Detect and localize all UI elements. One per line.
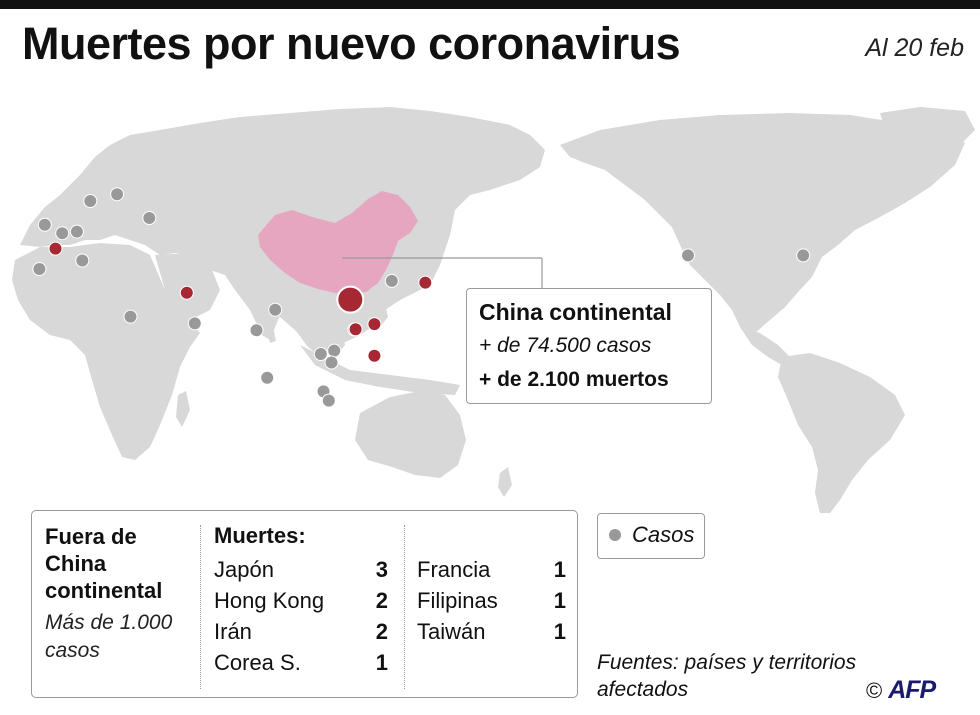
death-count: 1 xyxy=(553,588,566,613)
china-callout-deaths: + de 2.100 muertos xyxy=(479,368,669,391)
land-southeast-asia xyxy=(300,295,345,357)
death-country: Hong Kong xyxy=(214,588,325,613)
marker-case-italy xyxy=(75,253,90,268)
marker-case-belgium xyxy=(55,226,70,241)
death-count: 2 xyxy=(375,619,388,644)
land-masses xyxy=(12,107,975,513)
death-count: 2 xyxy=(375,588,388,613)
marker-case-sweden xyxy=(83,194,98,208)
land-central-america xyxy=(740,327,790,365)
marker-case-south-korea xyxy=(384,273,399,288)
column-divider-1 xyxy=(200,525,201,689)
death-count: 1 xyxy=(375,650,388,675)
land-sri-lanka xyxy=(268,331,276,343)
legend-cases-label: Casos xyxy=(632,522,695,547)
death-row-france: Francia 1 xyxy=(417,555,566,585)
marker-death-philippines xyxy=(367,348,382,363)
china-mainland-region xyxy=(258,191,418,295)
marker-case-united-states xyxy=(681,248,695,263)
legend: Casos xyxy=(597,513,705,559)
death-country: Filipinas xyxy=(417,588,498,613)
chart-title: Muertes por nuevo coronavirus xyxy=(22,18,681,69)
china-callout-title: China continental xyxy=(479,299,672,325)
death-row-taiwan: Taiwán 1 xyxy=(417,617,566,647)
marker-case-vietnam xyxy=(327,343,342,358)
land-madagascar xyxy=(176,391,190,427)
outside-heading: Fuera de China continental xyxy=(45,524,163,603)
death-count: 1 xyxy=(553,619,566,644)
marker-case-india xyxy=(249,323,264,338)
death-country: Japón xyxy=(214,557,274,582)
land-australia xyxy=(355,391,466,478)
marker-case-cambodia xyxy=(324,355,339,370)
afp-logo-text: AFP xyxy=(888,676,936,704)
china-callout-cases: + de 74.500 casos xyxy=(479,334,652,357)
marker-case-finland xyxy=(110,187,125,202)
marker-death-france xyxy=(48,241,63,256)
death-count: 3 xyxy=(375,557,388,582)
afp-logo: © AFP xyxy=(866,676,936,705)
marker-death-taiwan xyxy=(367,317,382,332)
china-shape xyxy=(258,191,418,295)
outside-subheading: Más de 1.000 casos xyxy=(45,611,173,662)
map-markers xyxy=(32,187,811,515)
death-country: Irán xyxy=(214,619,252,644)
world-map xyxy=(12,107,975,515)
death-country: Francia xyxy=(417,557,491,582)
death-row-japan: Japón 3 xyxy=(214,555,388,585)
marker-case-singapore xyxy=(321,393,336,408)
marker-case-germany xyxy=(69,224,84,239)
marker-case-canada xyxy=(796,248,811,263)
land-new-zealand xyxy=(498,467,512,497)
copyright-symbol: © xyxy=(866,677,883,703)
marker-case-russia xyxy=(142,211,157,225)
marker-case-egypt xyxy=(123,309,138,324)
land-south-america xyxy=(778,353,905,513)
china-callout-box: China continental + de 74.500 casos + de… xyxy=(466,288,712,404)
land-greenland xyxy=(880,107,975,157)
column-divider-2 xyxy=(404,525,405,689)
marker-death-iran xyxy=(179,285,194,300)
marker-death-japan xyxy=(418,275,433,290)
sources-note: Fuentes: países y territorios afectados xyxy=(597,651,857,701)
death-row-south-korea: Corea S. 1 xyxy=(214,648,388,678)
marker-case-thailand xyxy=(313,347,328,361)
marker-case-nepal xyxy=(268,302,283,317)
marker-china-mainland-china xyxy=(336,285,365,314)
outside-china-box: Fuera de China continental Más de 1.000 … xyxy=(31,510,578,698)
marker-case-uae xyxy=(187,316,202,331)
land-india xyxy=(225,273,300,340)
marker-death-hong-kong xyxy=(348,322,363,337)
death-row-hong-kong: Hong Kong 2 xyxy=(214,586,388,616)
death-row-iran: Irán 2 xyxy=(214,617,388,647)
deaths-label: Muertes: xyxy=(214,523,306,548)
land-indonesia xyxy=(300,345,460,395)
marker-case-spain xyxy=(32,262,47,276)
death-country: Corea S. xyxy=(214,650,301,675)
land-africa xyxy=(12,243,200,460)
date-label: Al 20 feb xyxy=(865,34,964,62)
top-rule xyxy=(0,0,980,9)
legend-case-dot xyxy=(609,529,621,541)
marker-case-united-kingdom xyxy=(37,217,52,232)
death-count: 1 xyxy=(553,557,566,582)
death-country: Taiwán xyxy=(417,619,486,644)
land-north-america xyxy=(560,113,965,333)
death-row-philippines: Filipinas 1 xyxy=(417,586,566,616)
marker-case-sri-lanka xyxy=(260,370,275,385)
